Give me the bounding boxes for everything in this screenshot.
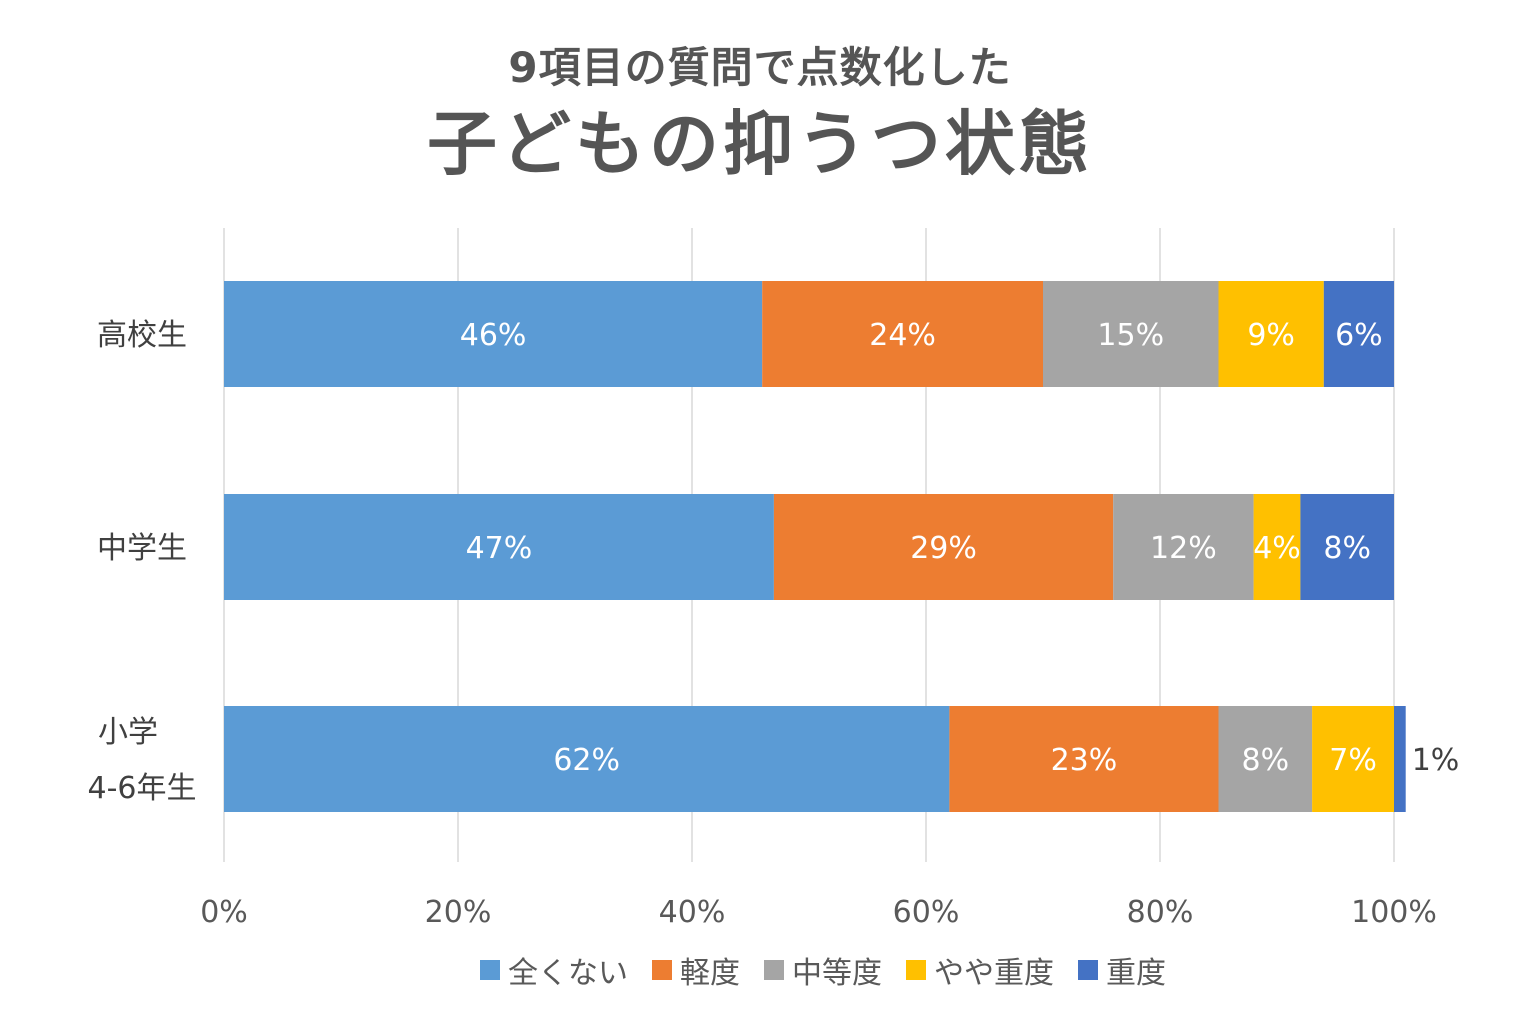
data-label-1-3: 4% [1253, 531, 1301, 566]
legend-item-3: やや重度 [906, 948, 1054, 992]
bar-segment-1-4 [1300, 494, 1394, 600]
bar-segment-0-3 [1218, 281, 1324, 387]
x-tick-label-1: 20% [425, 895, 492, 930]
legend-label-3: やや重度 [934, 956, 1054, 991]
x-tick-labels: 0% 20% 40% 60% 80% 100% [200, 895, 1437, 930]
bar-segment-2-1 [949, 706, 1219, 812]
bar-segment-1-2 [1113, 494, 1254, 600]
category-label-2-1: 4-6年生 [88, 771, 197, 806]
legend-item-4: 重度 [1078, 948, 1166, 992]
legend-swatch-3 [906, 960, 926, 980]
data-label-0-0: 46% [460, 318, 527, 353]
legend-label-2: 中等度 [792, 956, 882, 991]
chart-title: 子どもの抑うつ状態 [427, 103, 1093, 185]
bar-segment-0-0 [224, 281, 763, 387]
legend-item-0: 全くない [480, 948, 628, 992]
bar-segment-2-4 [1394, 706, 1406, 812]
data-label-0-2: 15% [1097, 318, 1164, 353]
category-label-2-0: 小学 [98, 715, 158, 750]
data-label-1-2: 12% [1150, 531, 1217, 566]
bar-segment-0-1 [762, 281, 1043, 387]
legend-swatch-0 [480, 960, 500, 980]
legend-label-0: 全くない [508, 956, 628, 991]
x-tick-label-2: 40% [659, 895, 726, 930]
bar-segment-1-1 [773, 494, 1114, 600]
data-label-1-4: 8% [1323, 531, 1371, 566]
data-label-1-0: 47% [466, 531, 533, 566]
bar-segment-2-3 [1312, 706, 1394, 812]
x-tick-label-5: 100% [1351, 895, 1437, 930]
bars: 46% 24% 15% 9% 6% 47% 29% 12% 4% 8% 62% 23% 8% 7% 1% [224, 281, 1459, 812]
x-tick-label-3: 60% [893, 895, 960, 930]
legend-item-1: 軽度 [652, 948, 740, 992]
data-label-2-3: 7% [1329, 743, 1377, 778]
data-label-0-3: 9% [1247, 318, 1295, 353]
category-label-0-0: 高校生 [97, 318, 187, 353]
legend-swatch-4 [1078, 960, 1098, 980]
data-label-2-1: 23% [1051, 743, 1118, 778]
legend-label-4: 重度 [1106, 956, 1166, 991]
data-label-0-4: 6% [1335, 318, 1383, 353]
legend-item-2: 中等度 [764, 948, 882, 992]
bar-segment-1-3 [1253, 494, 1301, 600]
bar-segment-2-0 [224, 706, 950, 812]
legend-label-1: 軽度 [680, 956, 740, 991]
bar-segment-2-2 [1218, 706, 1313, 812]
chart-subtitle: 9項目の質問で点数化した [508, 43, 1012, 92]
category-label-1-0: 中学生 [97, 531, 187, 566]
data-label-0-1: 24% [869, 318, 936, 353]
bar-segment-0-4 [1323, 281, 1394, 387]
x-tick-label-0: 0% [200, 895, 248, 930]
x-tick-label-4: 80% [1127, 895, 1194, 930]
legend: 全くない 軽度 中等度 やや重度 重度 [480, 948, 1190, 992]
bar-segment-1-0 [224, 494, 774, 600]
data-label-2-4: 1% [1412, 743, 1460, 778]
data-label-1-1: 29% [910, 531, 977, 566]
legend-swatch-1 [652, 960, 672, 980]
data-label-2-0: 62% [553, 743, 620, 778]
data-label-2-2: 8% [1242, 743, 1290, 778]
bar-segment-0-2 [1043, 281, 1219, 387]
legend-swatch-2 [764, 960, 784, 980]
